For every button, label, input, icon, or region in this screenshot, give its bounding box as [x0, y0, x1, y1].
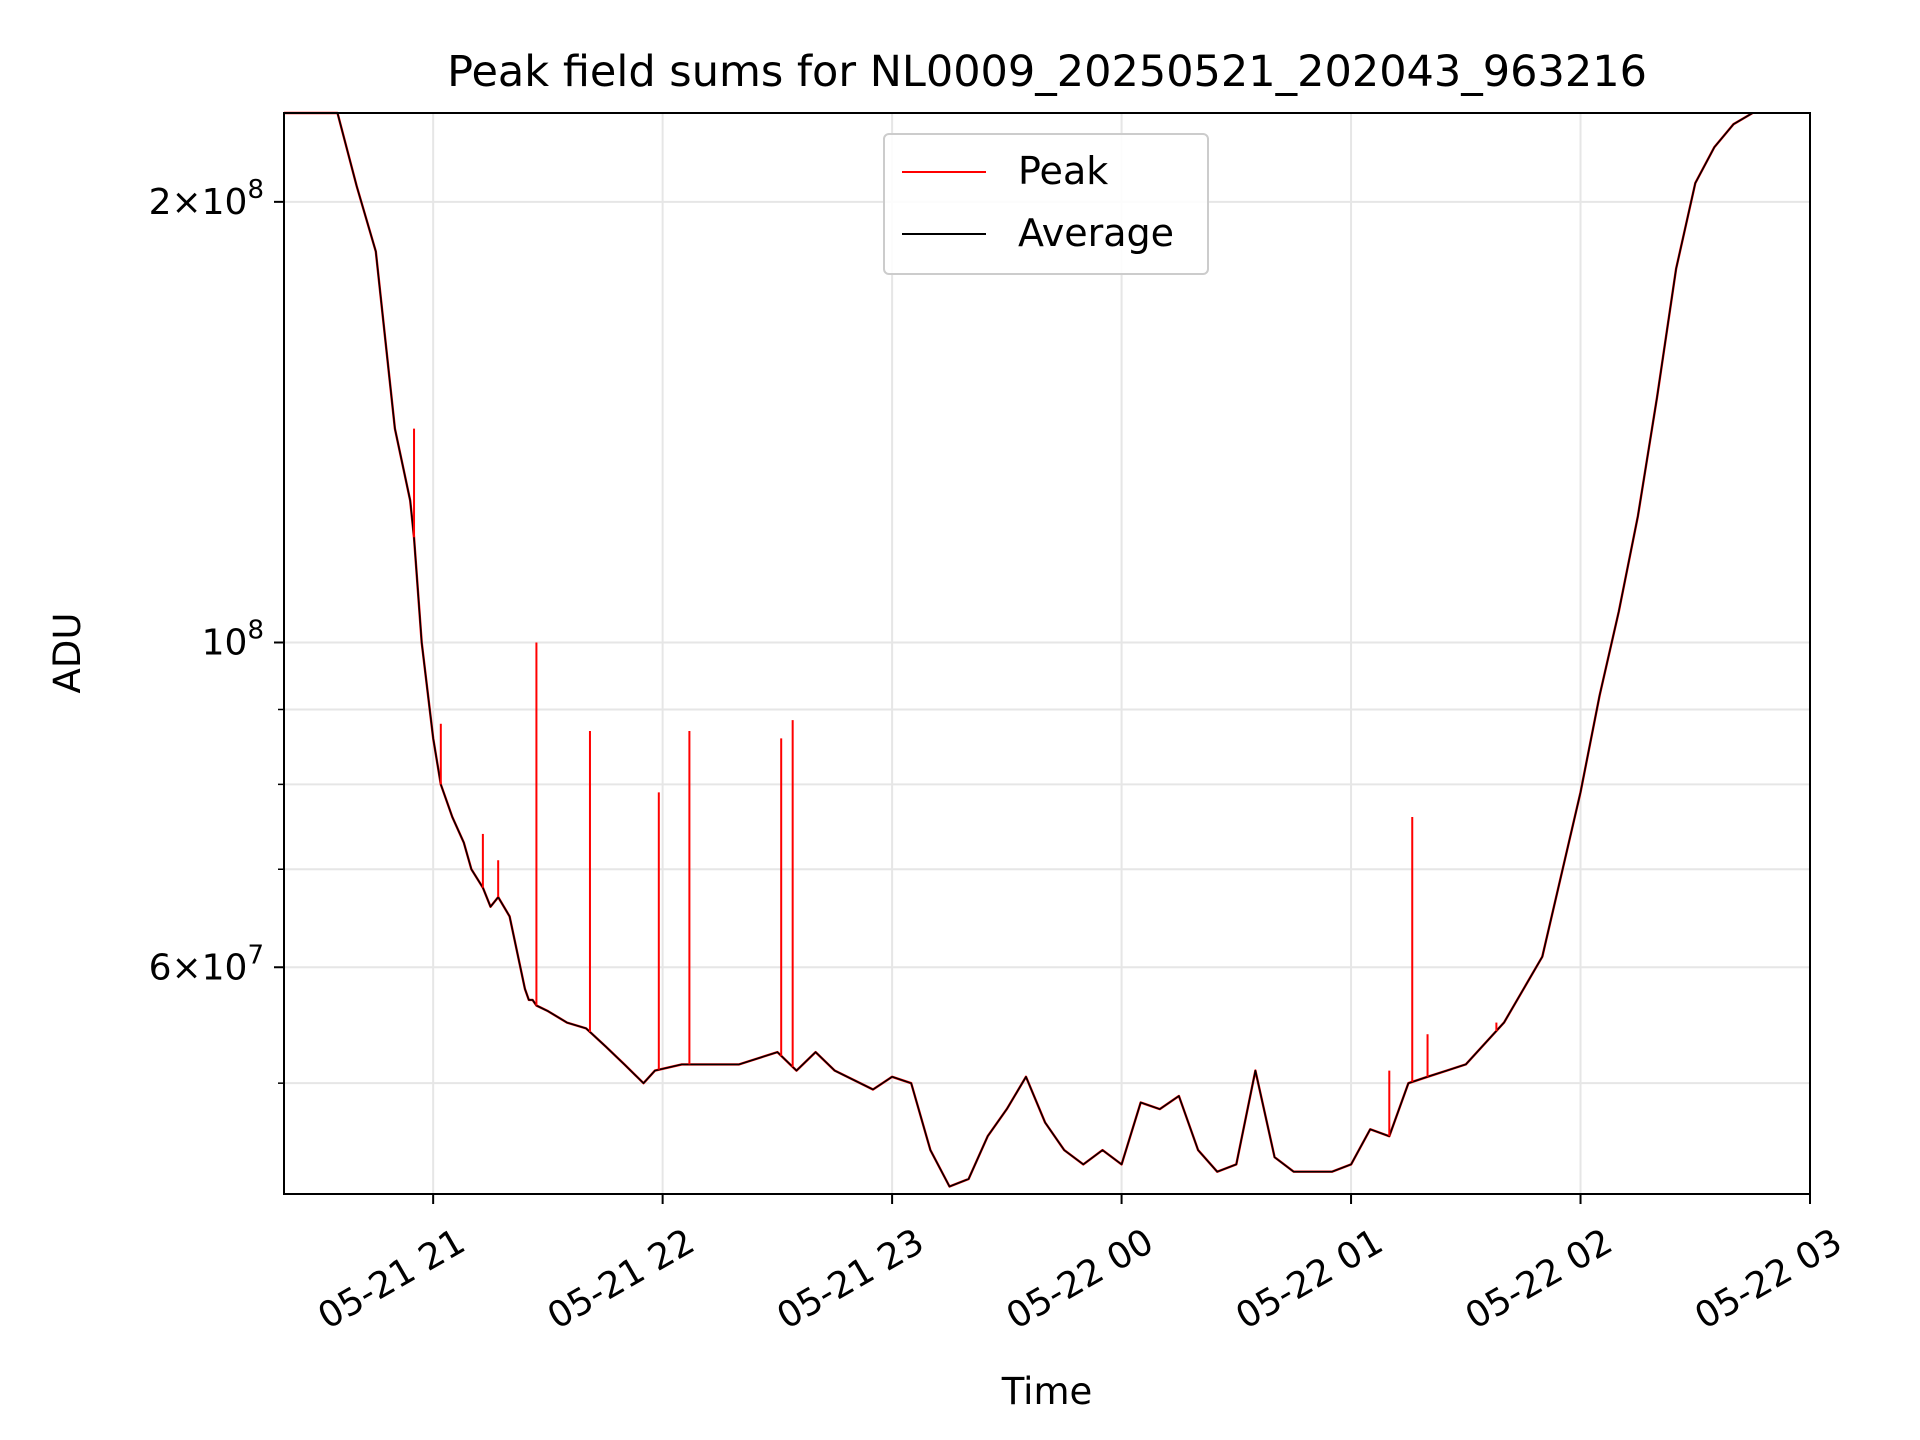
- y-tick-label: 6×107: [149, 940, 264, 988]
- y-axis-label: ADU: [46, 613, 89, 694]
- y-tick-label: 2×108: [149, 175, 264, 223]
- plot-frame: [283, 112, 1811, 1195]
- y-tick-label: 108: [202, 616, 264, 664]
- y-axis-ticks: 2×108 108 6×107: [149, 175, 284, 1084]
- grid: [284, 113, 1811, 1194]
- plot-lines: [284, 111, 1754, 1188]
- peak-spikes: [413, 428, 1498, 1137]
- x-axis-label: Time: [1001, 1370, 1093, 1413]
- legend: Peak Average: [883, 133, 1209, 275]
- chart-title: Peak field sums for NL0009_20250521_2020…: [447, 47, 1647, 97]
- legend-peak-label: Peak: [1018, 149, 1108, 193]
- series-line-average: [284, 112, 1754, 1188]
- legend-box: [883, 133, 1209, 275]
- legend-average-label: Average: [1018, 211, 1174, 255]
